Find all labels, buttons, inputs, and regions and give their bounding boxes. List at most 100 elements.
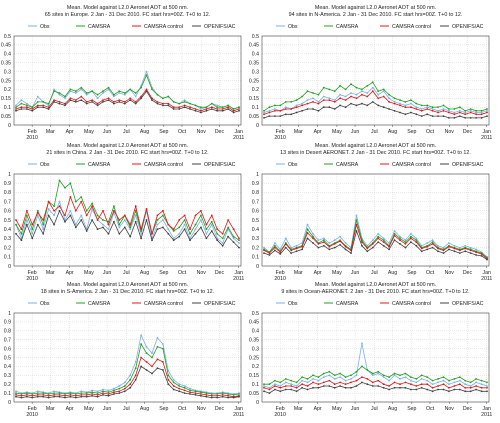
data-point: [399, 243, 401, 245]
data-point: [178, 383, 181, 386]
data-point: [238, 109, 240, 112]
data-point: [333, 239, 336, 242]
series-camsra-control: [263, 90, 488, 116]
data-point: [328, 106, 331, 109]
legend-label: Obs: [288, 301, 298, 307]
data-point: [486, 108, 488, 110]
data-point: [210, 393, 213, 395]
data-point: [453, 388, 456, 391]
data-point: [172, 230, 175, 232]
legend-label: Obs: [288, 24, 298, 30]
data-point: [151, 99, 153, 101]
data-point: [129, 378, 132, 381]
legend-item: OPENIFS/AC: [440, 24, 484, 30]
data-point: [377, 385, 380, 387]
data-point: [123, 93, 126, 96]
data-point: [366, 104, 369, 107]
data-point: [113, 220, 115, 223]
data-point: [344, 383, 347, 386]
y-tick-label: 0.5: [252, 34, 259, 40]
legend-item: CAMSRA: [324, 301, 359, 307]
data-point: [227, 108, 230, 110]
data-point: [486, 386, 488, 389]
legend-label: CAMSRA control: [392, 24, 431, 30]
data-point: [339, 97, 341, 100]
data-point: [274, 109, 276, 112]
x-tick-label: Jan: [483, 406, 491, 412]
data-point: [42, 106, 45, 109]
data-point: [437, 115, 439, 117]
x-tick-label: Jun: [351, 129, 359, 135]
y-tick-label: 0.1: [252, 382, 259, 388]
data-point: [328, 245, 331, 248]
x-tick-label: Jun: [351, 406, 359, 412]
data-point: [200, 393, 202, 395]
legend-item: OPENIFS/AC: [440, 162, 484, 168]
data-point: [74, 92, 77, 94]
data-point: [26, 104, 28, 107]
data-point: [263, 246, 265, 249]
data-point: [361, 93, 363, 96]
data-point: [339, 376, 341, 378]
data-point: [216, 393, 219, 395]
data-point: [312, 235, 314, 238]
data-point: [178, 102, 181, 105]
y-tick-label: 0.45: [1, 43, 11, 49]
data-point: [382, 237, 385, 240]
data-point: [53, 395, 55, 398]
data-point: [216, 109, 219, 112]
y-tick-label: 0.3: [4, 236, 11, 242]
data-point: [238, 237, 240, 240]
data-point: [74, 99, 77, 101]
data-point: [339, 93, 341, 96]
data-point: [238, 106, 240, 109]
data-point: [145, 208, 148, 210]
data-point: [31, 232, 34, 235]
data-point: [399, 374, 401, 377]
data-point: [350, 102, 352, 105]
data-point: [399, 111, 401, 114]
data-point: [156, 223, 159, 226]
data-point: [134, 367, 137, 370]
data-point: [306, 99, 309, 101]
data-point: [129, 386, 132, 389]
legend-label: Obs: [40, 301, 50, 307]
data-point: [404, 106, 407, 109]
data-point: [151, 356, 153, 359]
data-point: [31, 237, 34, 240]
data-point: [295, 111, 298, 114]
data-point: [442, 383, 445, 386]
data-point: [36, 95, 39, 98]
data-point: [458, 115, 461, 117]
x-tick-label: Feb: [276, 270, 285, 276]
data-point: [134, 95, 137, 98]
data-point: [200, 108, 202, 110]
data-point: [295, 385, 298, 387]
chart-subtitle: 9 sites in Ocean-AERONET. 2 Jan - 31 Dec…: [281, 289, 469, 295]
y-tick-label: 0: [8, 264, 11, 270]
data-point: [350, 386, 352, 389]
data-point: [189, 387, 191, 390]
data-point: [377, 90, 380, 93]
data-point: [426, 376, 429, 378]
data-point: [74, 226, 77, 229]
data-point: [145, 345, 148, 348]
x-tick-label: Mar: [46, 406, 55, 412]
data-point: [420, 244, 423, 247]
data-point: [306, 102, 309, 105]
data-point: [134, 378, 137, 381]
series-line: [263, 376, 487, 390]
data-point: [74, 394, 77, 397]
data-point: [172, 237, 175, 240]
data-point: [263, 113, 265, 116]
data-point: [431, 383, 434, 386]
data-point: [361, 88, 363, 91]
legend-item: CAMSRA: [324, 24, 359, 30]
data-point: [53, 394, 55, 396]
data-point: [284, 385, 287, 387]
data-point: [91, 205, 93, 208]
data-point: [420, 250, 423, 253]
data-point: [156, 101, 159, 103]
x-tick-label: Jun: [351, 270, 359, 276]
y-tick-label: 0: [256, 264, 259, 270]
